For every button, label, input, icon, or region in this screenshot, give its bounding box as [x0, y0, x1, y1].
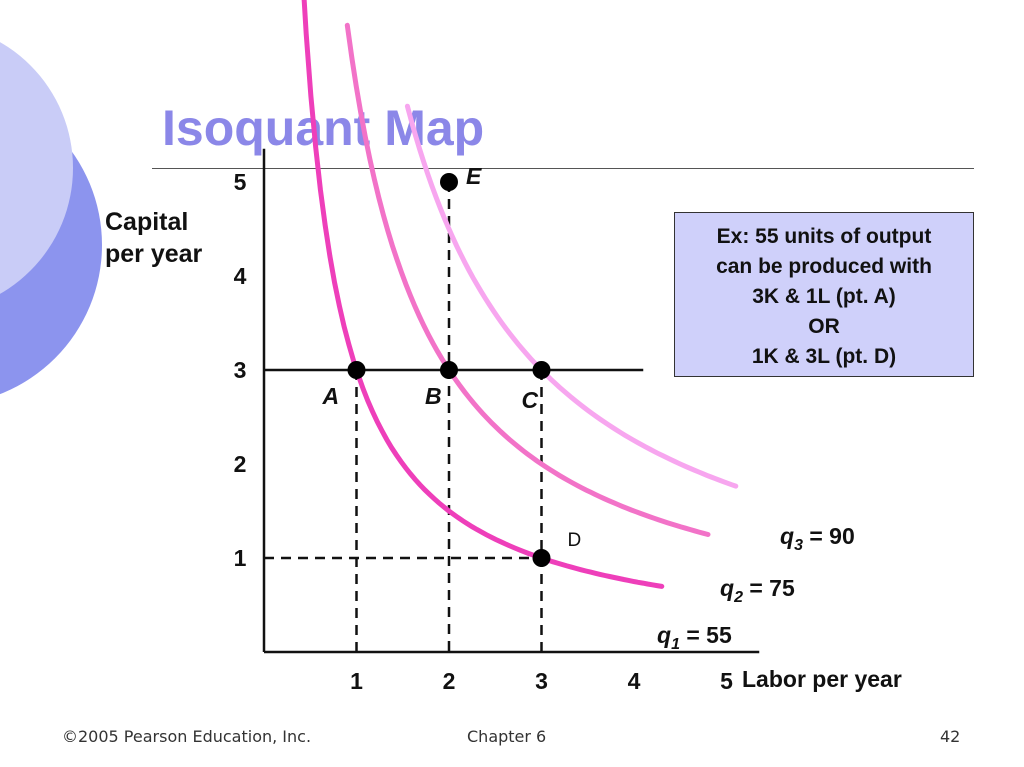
x-tick-label: 1 [350, 668, 363, 694]
infobox-line-3: 3K & 1L (pt. A) [752, 285, 896, 308]
point-label-b: B [425, 383, 442, 409]
slide-title: Isoquant Map [162, 100, 485, 156]
isoquant-curve-q3 [404, 103, 739, 489]
isoquant-label-q3: q3 = 90 [780, 523, 855, 554]
isoquant-curve-q2 [344, 22, 711, 537]
infobox-line-4: OR [808, 315, 840, 338]
x-axis-label: Labor per year [742, 666, 902, 692]
decorative-circles [0, 42, 102, 395]
y-axis-label-line-1: Capital [105, 208, 189, 236]
isoquant-label-q2: q2 = 75 [720, 575, 795, 606]
x-tick-label: 3 [535, 668, 548, 694]
point-d [532, 549, 551, 567]
y-tick-label: 3 [234, 357, 247, 383]
point-c [532, 361, 551, 379]
point-a [347, 361, 366, 379]
y-tick-label: 1 [234, 545, 247, 571]
point-b [440, 361, 458, 379]
point-label-d: D [568, 530, 582, 551]
y-axis-label-line-2: per year [105, 240, 203, 268]
point-label-e: E [466, 163, 482, 189]
y-tick-label: 2 [234, 451, 247, 477]
infobox-line-5: 1K & 3L (pt. D) [751, 345, 897, 368]
footer-chapter: Chapter 6 [467, 727, 547, 746]
title-divider [152, 168, 974, 169]
y-tick-label: 4 [234, 263, 247, 289]
x-tick-label: 5 [720, 668, 733, 694]
point-label-a: A [322, 383, 340, 409]
x-tick-label: 4 [628, 668, 641, 694]
x-tick-label: 2 [443, 668, 456, 694]
footer-page-number: 42 [940, 727, 961, 746]
point-e [440, 173, 458, 191]
y-tick-label: 5 [234, 169, 247, 195]
deco-circle-light [0, 42, 73, 294]
isoquant-curve-q1 [301, 0, 665, 589]
footer-copyright: ©2005 Pearson Education, Inc. [62, 727, 312, 746]
example-infobox: Ex: 55 units of output can be produced w… [674, 212, 974, 377]
isoquant-label-q1: q1 = 55 [657, 622, 732, 653]
y-axis-label: Capital per year [105, 206, 202, 270]
point-label-c: C [522, 387, 539, 413]
infobox-line-1: Ex: 55 units of output [716, 225, 932, 248]
infobox-line-2: can be produced with [716, 255, 932, 278]
